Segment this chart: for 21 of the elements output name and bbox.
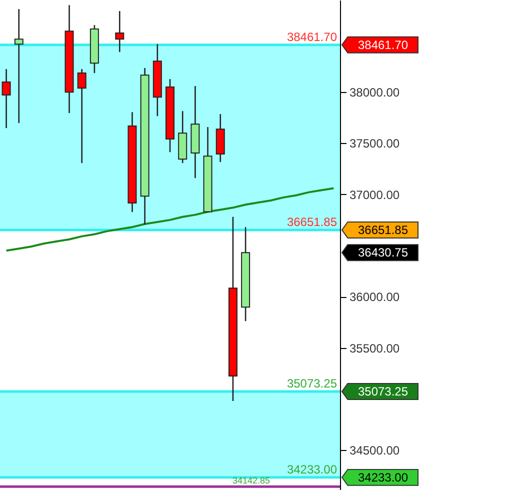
candlestick xyxy=(2,68,11,129)
ref-line-label: 35073.25 xyxy=(286,376,338,390)
y-tick-label: 38000.00 xyxy=(350,86,400,100)
ref-line-label: 38461.70 xyxy=(286,30,338,44)
text: 34233.00 xyxy=(358,470,408,484)
text: 36651.85 xyxy=(358,222,408,237)
candlestick xyxy=(115,10,124,53)
ref-line-label: 34233.00 xyxy=(286,462,338,476)
ref-line-label: 36651.85 xyxy=(286,214,338,229)
y-tick-label: 34500.00 xyxy=(350,444,400,458)
candlestick xyxy=(14,8,24,124)
candlestick xyxy=(77,68,86,164)
ref-line-label: 34142.85 xyxy=(232,476,270,486)
text: 38461.70 xyxy=(358,38,408,52)
text: 36430.75 xyxy=(358,246,408,260)
y-tick-label: 35500.00 xyxy=(350,341,400,356)
text: 35073.25 xyxy=(358,384,408,398)
line-series xyxy=(5,187,335,252)
y-tick-label: 37500.00 xyxy=(350,136,400,151)
y-tick-label: 37000.00 xyxy=(350,188,400,202)
y-tick-label: 36000.00 xyxy=(350,290,400,304)
